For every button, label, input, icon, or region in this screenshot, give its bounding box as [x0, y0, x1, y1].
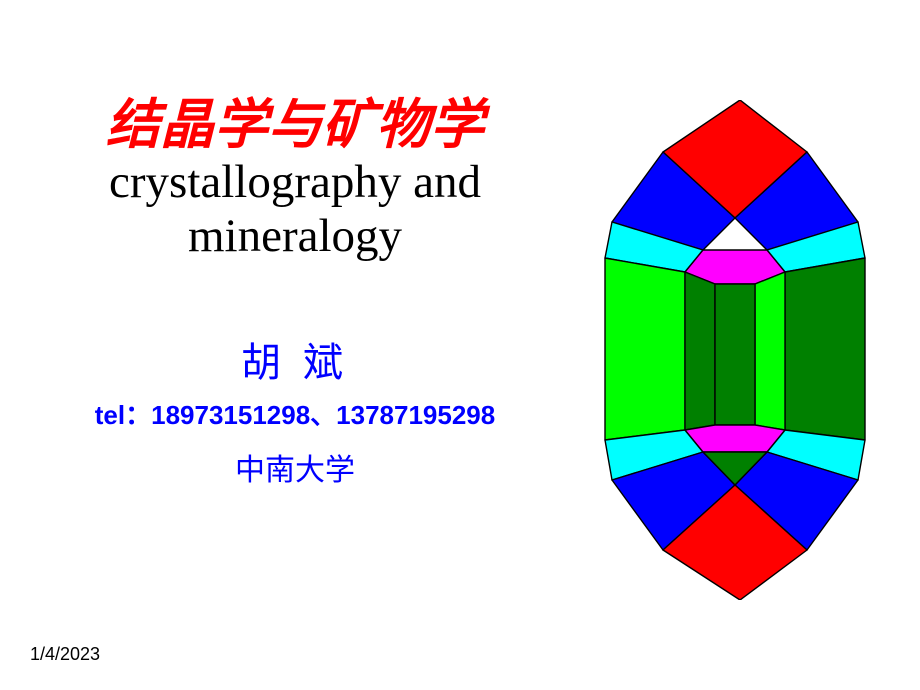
crystal-face [785, 258, 865, 440]
crystal-face [685, 425, 785, 452]
crystal-face [685, 272, 715, 430]
slide: 结晶学与矿物学 crystallography and mineralogy 胡… [0, 0, 920, 690]
footer-date: 1/4/2023 [30, 644, 100, 665]
telephone-line: tel：18973151298、13787195298 [0, 395, 590, 432]
crystal-face [755, 272, 785, 430]
university-name: 中南大学 [0, 445, 590, 489]
title-chinese: 结晶学与矿物学 [0, 80, 590, 159]
author-name: 胡 斌 [0, 330, 590, 388]
title-english-line2: mineralogy [188, 210, 402, 262]
title-english-line1: crystallography and [109, 156, 481, 208]
title-english: crystallography and mineralogy [0, 155, 590, 263]
crystal-face [715, 284, 755, 425]
crystal-faces [605, 100, 865, 600]
crystal-diagram [580, 100, 890, 600]
crystal-face [605, 258, 685, 440]
